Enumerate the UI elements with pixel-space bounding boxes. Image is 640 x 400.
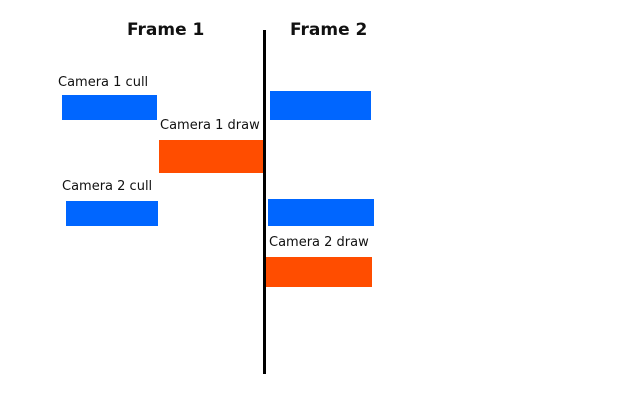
camera-2-draw-label: Camera 2 draw: [269, 235, 369, 250]
frame-1-title: Frame 1: [127, 20, 205, 40]
camera-2-cull-bar-frame-2: [268, 199, 374, 226]
frame-divider: [263, 30, 266, 374]
camera-1-cull-bar-frame-2: [270, 91, 371, 120]
camera-1-draw-bar-frame-1: [159, 140, 263, 173]
camera-1-cull-bar-frame-1: [62, 95, 157, 120]
frame-2-title: Frame 2: [290, 20, 368, 40]
camera-1-draw-label: Camera 1 draw: [160, 118, 260, 133]
camera-1-cull-label: Camera 1 cull: [58, 75, 149, 90]
camera-2-draw-bar-frame-2: [266, 257, 372, 287]
camera-2-cull-bar-frame-1: [66, 201, 158, 226]
camera-2-cull-label: Camera 2 cull: [62, 179, 153, 194]
